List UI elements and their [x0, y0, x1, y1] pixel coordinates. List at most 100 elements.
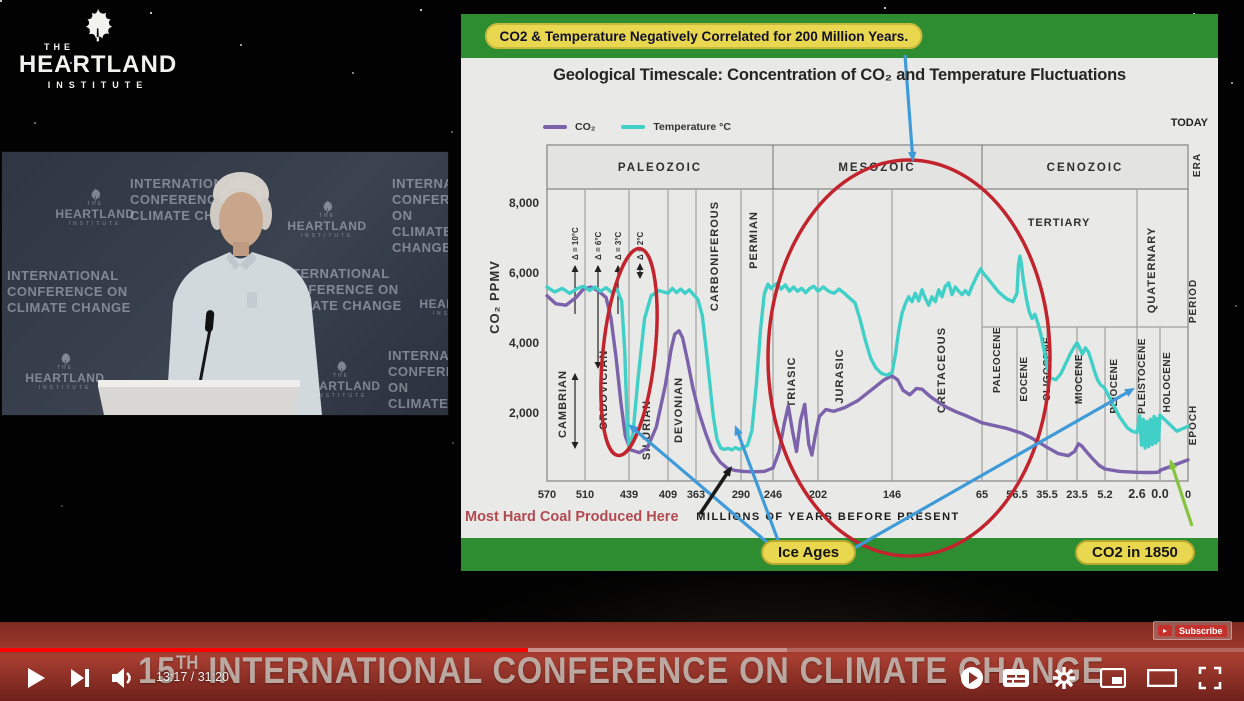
- x-tick-label: 439: [620, 489, 638, 501]
- today-label: TODAY: [1170, 117, 1208, 129]
- era-label: MESOZOIC: [838, 162, 915, 174]
- heartland-leaf-icon: [85, 8, 113, 42]
- theater-icon: [1147, 669, 1177, 687]
- co2-1850-badge: CO2 in 1850: [1075, 540, 1195, 565]
- red-circle-annotation: [599, 246, 659, 458]
- coal-annotation-text: Most Hard Coal Produced Here: [465, 509, 679, 525]
- temperature-line: [545, 254, 1190, 452]
- theater-mode-button[interactable]: [1144, 663, 1180, 693]
- green-arrowhead: [1169, 459, 1178, 470]
- plot-border: [546, 188, 1189, 482]
- x-tick-label: 65: [976, 489, 988, 501]
- axis-side-label: ERA: [1192, 153, 1203, 177]
- black-arrow-line: [698, 469, 731, 515]
- next-icon: [71, 669, 89, 687]
- epoch-label: PLIOCENE: [1109, 358, 1120, 413]
- next-button[interactable]: [62, 663, 98, 693]
- blue-arrowhead: [1124, 388, 1135, 397]
- blue-arrow-line: [735, 430, 781, 544]
- miniplayer-icon: [1100, 668, 1126, 688]
- x-tick-label: 510: [576, 489, 594, 501]
- autoplay-toggle[interactable]: [954, 663, 990, 693]
- x-tick-label: 363: [687, 489, 705, 501]
- x-tick-label: 246: [764, 489, 782, 501]
- x-tick-label: 0: [1185, 489, 1191, 501]
- era-label: PALEOZOIC: [618, 162, 702, 174]
- subscribe-label: Subscribe: [1175, 624, 1227, 637]
- progress-buffered: [528, 648, 787, 652]
- arrowhead-down: [594, 362, 602, 369]
- period-label: CRETACEOUS: [936, 327, 948, 413]
- stage-banner: [0, 622, 1244, 701]
- speaker-figure: [98, 172, 322, 415]
- subtitles-icon: [1003, 669, 1029, 687]
- blue-arrowhead: [908, 151, 917, 162]
- red-circle-annotation: [766, 158, 1052, 558]
- speaker-video-inset[interactable]: INTERNATIONAL CONFERENCE ON CLIMATE CHANGE…: [2, 152, 448, 415]
- delta-label: Δ = 10°C: [571, 227, 580, 260]
- period-label: JURASIC: [834, 348, 846, 403]
- period-label: DEVONIAN: [673, 377, 685, 443]
- blue-arrowhead: [734, 425, 743, 436]
- ice-ages-badge: Ice Ages: [761, 540, 857, 565]
- x-tick-label: 23.5: [1066, 489, 1087, 501]
- play-button[interactable]: [18, 663, 54, 693]
- presentation-slide: CO2 & Temperature Negatively Correlated …: [461, 14, 1218, 571]
- period-label: TRIASIC: [786, 357, 798, 408]
- blue-arrow-line: [903, 54, 915, 157]
- epoch-label: PALEOCENE: [992, 327, 1003, 393]
- epoch-label: EOCENE: [1019, 356, 1030, 401]
- logo-institute: INSTITUTE: [47, 80, 149, 91]
- period-label: CAMBRIAN: [557, 370, 569, 438]
- y-tick-label: 8,000: [509, 196, 539, 210]
- time-display: 13:17 / 31:20: [156, 670, 229, 684]
- co2-legend-label: CO₂: [575, 121, 596, 133]
- x-tick-label: 146: [883, 489, 901, 501]
- x-tick-label: 35.5: [1036, 489, 1057, 501]
- conference-banner-text: 15TH INTERNATIONAL CONFERENCE ON CLIMATE…: [138, 650, 1104, 692]
- co2-line: [545, 285, 1190, 475]
- blue-arrow-line: [631, 426, 771, 546]
- x-tick-label: 5.2: [1097, 489, 1112, 501]
- temperature-legend-label: Temperature °C: [653, 121, 731, 133]
- axis-side-label: PERIOD: [1188, 279, 1199, 323]
- heartland-leaf-icon: [18, 8, 178, 44]
- progress-bar[interactable]: [0, 648, 1244, 652]
- blue-arrowhead: [628, 424, 639, 434]
- fullscreen-icon: [1198, 666, 1222, 690]
- subtitles-button[interactable]: [998, 663, 1034, 693]
- youtube-logo-icon: [1158, 625, 1172, 636]
- subscribe-watermark[interactable]: Subscribe: [1153, 621, 1232, 640]
- delta-label: Δ = 6°C: [594, 231, 603, 260]
- period-label: TERTIARY: [1028, 217, 1091, 229]
- y-axis-title: CO₂ PPMV: [487, 260, 502, 334]
- x-tick-label: 202: [809, 489, 827, 501]
- period-label: CARBONIFEROUS: [709, 201, 721, 311]
- x-tick-label: 290: [732, 489, 750, 501]
- progress-played: [0, 648, 528, 652]
- x-tick-label: 409: [659, 489, 677, 501]
- green-arrow-line: [1170, 464, 1194, 527]
- conference-number: 15: [138, 650, 176, 691]
- autoplay-icon: [961, 667, 983, 689]
- y-tick-label: 6,000: [509, 266, 539, 280]
- play-icon: [28, 668, 45, 688]
- miniplayer-button[interactable]: [1095, 663, 1131, 693]
- black-arrowhead: [722, 466, 732, 477]
- slide-banner: CO2 & Temperature Negatively Correlated …: [485, 23, 923, 49]
- gear-icon: [1053, 667, 1075, 689]
- delta-label: Δ = 3°C: [614, 231, 623, 260]
- era-label: CENOZOIC: [1047, 162, 1124, 174]
- x-tick-label: 570: [538, 489, 556, 501]
- chart-legend: CO₂ Temperature °C: [543, 121, 749, 133]
- heartland-logo: THE HEARTLAND INSTITUTE: [18, 8, 178, 90]
- settings-button[interactable]: [1046, 663, 1082, 693]
- temperature-legend-swatch: [621, 125, 646, 129]
- fullscreen-button[interactable]: [1192, 663, 1228, 693]
- y-tick-label: 4,000: [509, 336, 539, 350]
- volume-button[interactable]: [106, 663, 142, 693]
- arrowhead-up: [571, 373, 579, 380]
- epoch-label: HOLOCENE: [1162, 352, 1173, 413]
